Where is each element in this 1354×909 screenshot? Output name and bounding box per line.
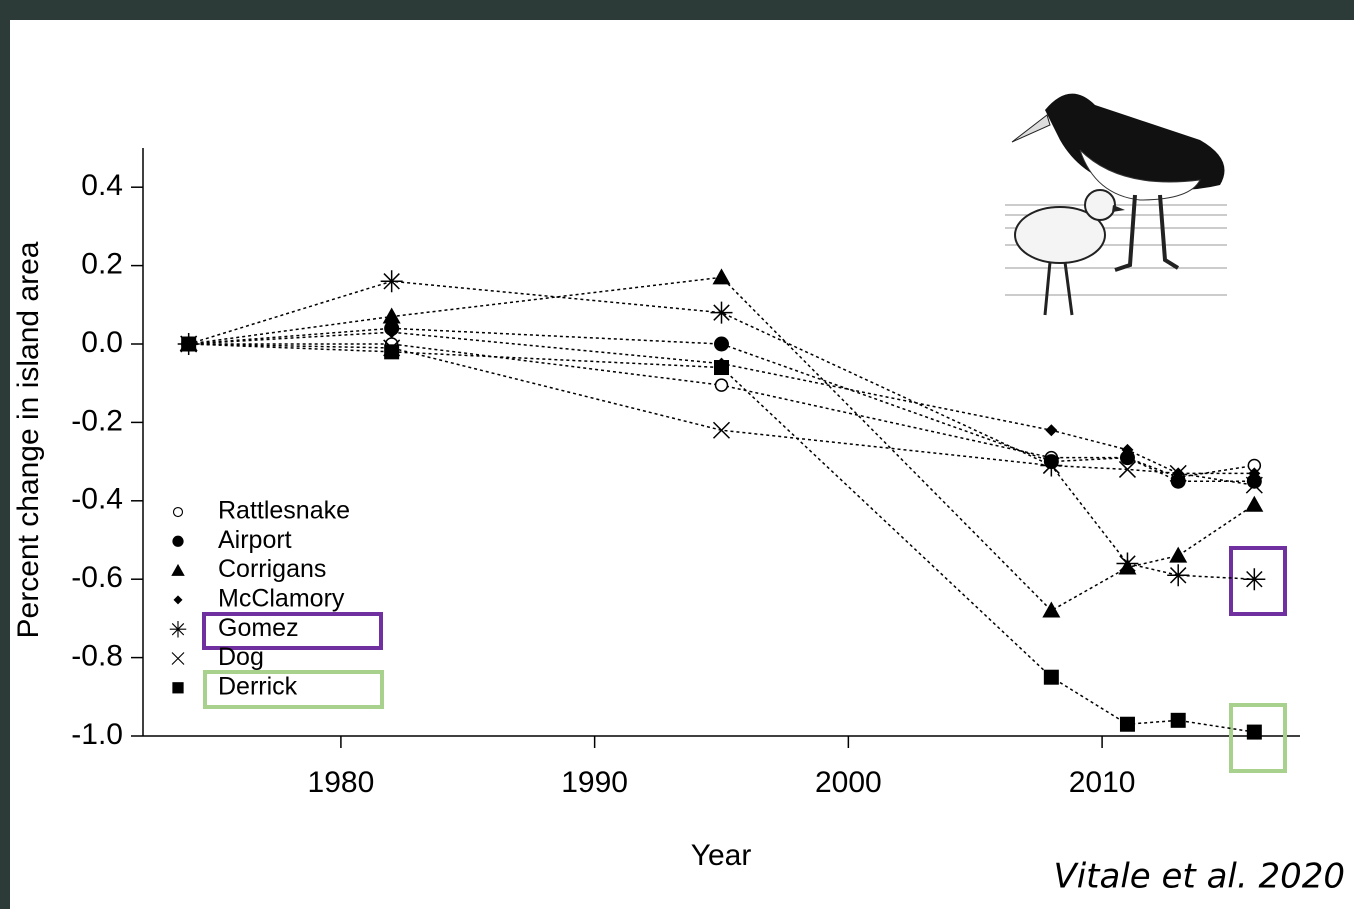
marker — [1171, 713, 1186, 728]
legend-label: Rattlesnake — [218, 497, 350, 525]
legend-label: Dog — [218, 643, 264, 671]
y-tick-label: -0.8 — [71, 640, 123, 673]
y-tick-label: -1.0 — [71, 718, 123, 751]
legend-label: McClamory — [218, 585, 345, 613]
marker — [1120, 717, 1135, 732]
y-tick-label: 0.2 — [81, 248, 123, 281]
y-tick-label: 0.4 — [81, 169, 123, 202]
x-tick-label: 1980 — [308, 766, 375, 799]
marker — [181, 337, 196, 352]
x-axis-label: Year — [691, 839, 752, 872]
citation: Vitale et al. 2020 — [1053, 857, 1345, 897]
legend-label: Derrick — [218, 672, 298, 700]
x-tick-label: 2010 — [1069, 766, 1136, 799]
bird-illustration — [1005, 80, 1227, 322]
y-axis-label: Percent change in island area — [12, 241, 45, 638]
y-tick-label: -0.2 — [71, 404, 123, 437]
page: Percent change in island area Year Vital… — [0, 0, 1354, 909]
marker — [714, 360, 729, 375]
marker — [1247, 725, 1262, 740]
y-tick-label: -0.6 — [71, 561, 123, 594]
marker — [714, 337, 729, 352]
x-tick-label: 1990 — [561, 766, 628, 799]
marker — [716, 379, 728, 391]
legend-marker — [174, 508, 183, 517]
legend-marker — [172, 536, 183, 547]
legend-marker — [172, 682, 183, 693]
legend-label: Gomez — [218, 614, 299, 642]
legend-label: Airport — [218, 526, 292, 554]
y-tick-label: 0.0 — [81, 326, 123, 359]
chart: Percent change in island area Year Vital… — [0, 0, 1354, 909]
marker — [384, 344, 399, 359]
legend-label: Corrigans — [218, 555, 326, 583]
marker — [1044, 670, 1059, 685]
marker — [1243, 568, 1265, 590]
x-tick-label: 2000 — [815, 766, 882, 799]
y-tick-label: -0.4 — [71, 483, 123, 516]
